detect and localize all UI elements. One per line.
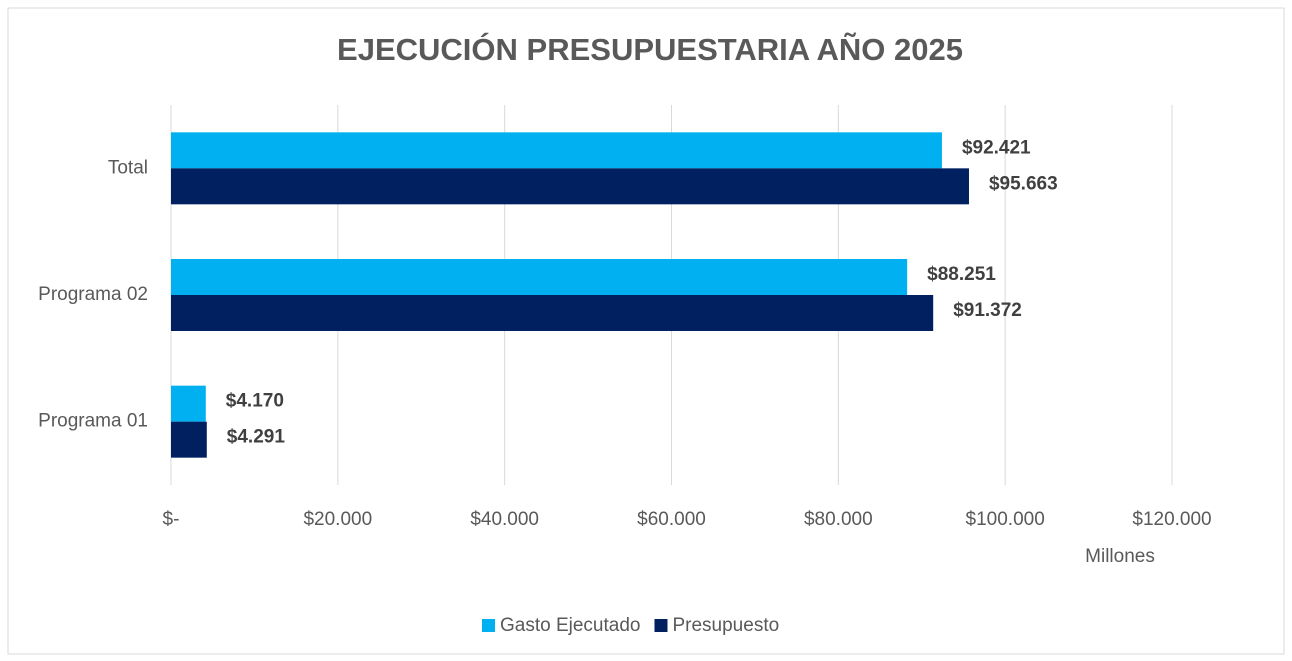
legend-label: Presupuesto <box>672 615 779 636</box>
bar <box>171 132 942 169</box>
x-tick-label: $40.000 <box>470 509 539 530</box>
x-tick-label: $- <box>163 509 180 530</box>
x-tick-label: $60.000 <box>637 509 706 530</box>
data-label: $92.421 <box>962 137 1031 158</box>
legend-swatch <box>654 619 668 632</box>
legend-label: Gasto Ejecutado <box>500 615 640 636</box>
bar <box>171 168 969 205</box>
data-label: $4.291 <box>227 427 286 448</box>
data-label: $4.170 <box>226 391 284 412</box>
x-axis-label: Millones <box>1085 546 1155 567</box>
legend-swatch <box>482 619 495 632</box>
chart-title: EJECUCIÓN PRESUPUESTARIA AÑO 2025 <box>337 31 963 67</box>
bar <box>171 259 908 295</box>
y-tick-label: Programa 01 <box>38 411 148 432</box>
y-tick-label: Total <box>108 157 148 178</box>
x-tick-label: $80.000 <box>804 509 873 530</box>
x-tick-label: $20.000 <box>303 509 372 530</box>
bar <box>171 295 934 331</box>
x-tick-label: $120.000 <box>1132 509 1211 530</box>
bar <box>171 385 206 422</box>
data-label: $88.251 <box>927 264 996 285</box>
data-label: $91.372 <box>953 300 1022 321</box>
data-label: $95.663 <box>989 173 1058 194</box>
y-tick-label: Programa 02 <box>38 284 148 305</box>
x-tick-label: $100.000 <box>966 509 1045 530</box>
bar <box>171 421 207 458</box>
